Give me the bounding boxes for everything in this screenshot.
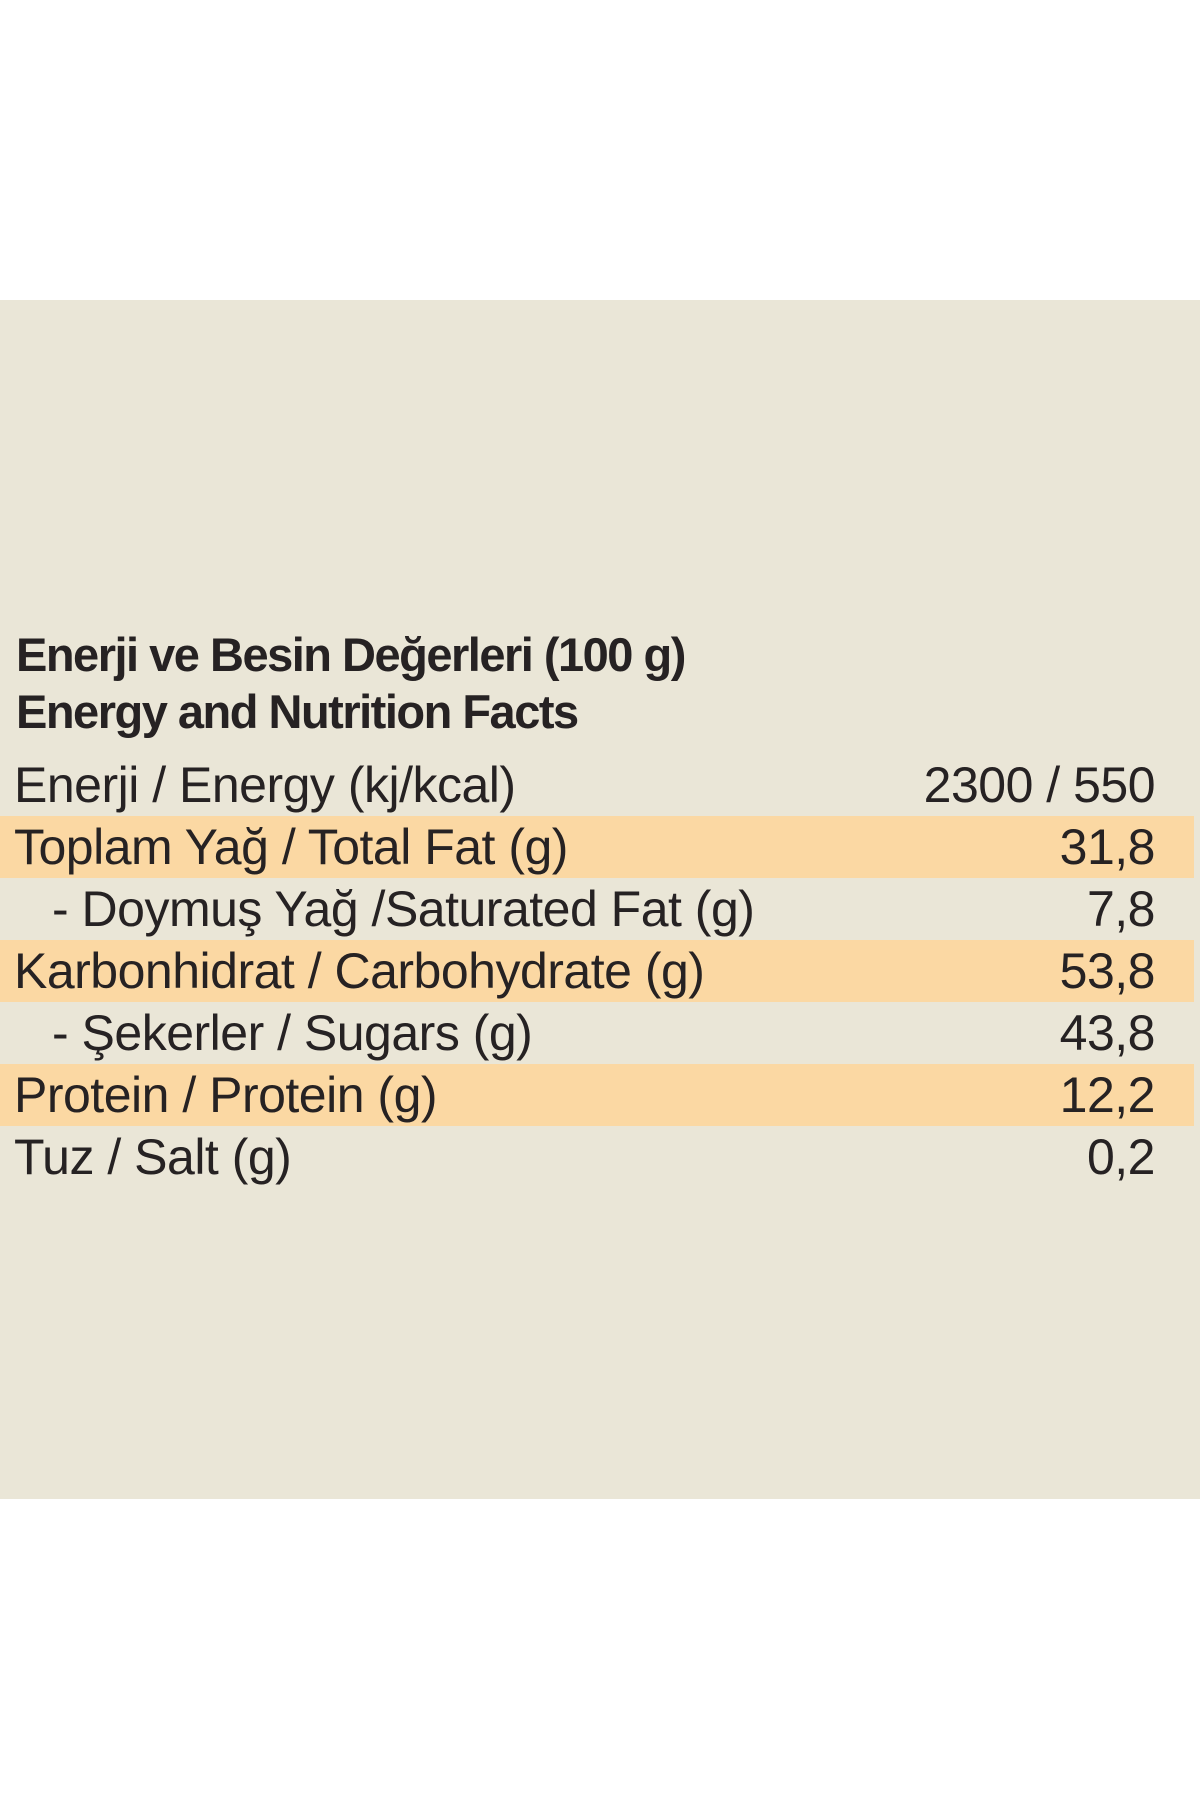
row-label: - Şekerler / Sugars (g) <box>52 1005 533 1061</box>
table-row-protein: Protein / Protein (g) 12,2 <box>0 1064 1200 1126</box>
nutrition-table: Enerji / Energy (kj/kcal) 2300 / 550 Top… <box>0 754 1200 1188</box>
row-label: Protein / Protein (g) <box>14 1067 438 1123</box>
row-label: Karbonhidrat / Carbohydrate (g) <box>14 943 705 999</box>
row-value: 43,8 <box>1059 1005 1156 1061</box>
table-row-sugars: - Şekerler / Sugars (g) 43,8 <box>0 1002 1200 1064</box>
table-row-total-fat: Toplam Yağ / Total Fat (g) 31,8 <box>0 816 1200 878</box>
nutrition-label-panel: Enerji ve Besin Değerleri (100 g) Energy… <box>0 300 1200 1499</box>
label-title-turkish: Enerji ve Besin Değerleri (100 g) <box>16 628 686 681</box>
row-value: 2300 / 550 <box>923 757 1156 813</box>
row-label: Enerji / Energy (kj/kcal) <box>14 757 516 813</box>
table-row-saturated-fat: - Doymuş Yağ /Saturated Fat (g) 7,8 <box>0 878 1200 940</box>
table-row-energy: Enerji / Energy (kj/kcal) 2300 / 550 <box>0 754 1200 816</box>
row-label: Toplam Yağ / Total Fat (g) <box>14 819 568 875</box>
row-value: 12,2 <box>1059 1067 1156 1123</box>
row-label: - Doymuş Yağ /Saturated Fat (g) <box>52 881 755 937</box>
label-title: Enerji ve Besin Değerleri (100 g) Energy… <box>0 626 1200 740</box>
label-title-english: Energy and Nutrition Facts <box>16 685 579 738</box>
row-value: 0,2 <box>1086 1129 1156 1185</box>
row-value: 53,8 <box>1059 943 1156 999</box>
row-label: Tuz / Salt (g) <box>14 1129 292 1185</box>
row-value: 7,8 <box>1086 881 1156 937</box>
row-value: 31,8 <box>1059 819 1156 875</box>
table-row-carbohydrate: Karbonhidrat / Carbohydrate (g) 53,8 <box>0 940 1200 1002</box>
table-row-salt: Tuz / Salt (g) 0,2 <box>0 1126 1200 1188</box>
